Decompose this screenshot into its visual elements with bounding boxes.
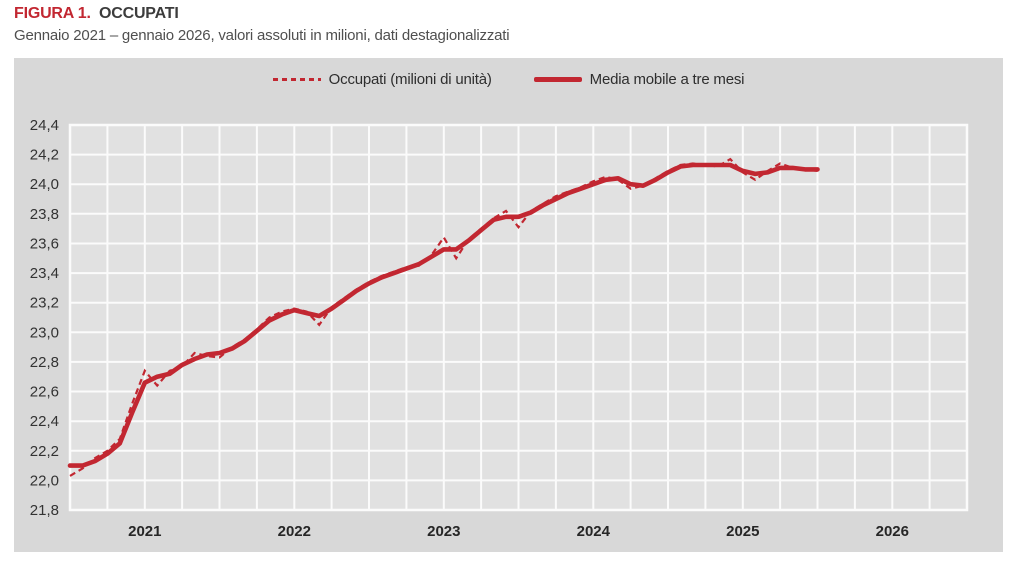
svg-text:2021: 2021 — [128, 523, 161, 540]
svg-text:24,2: 24,2 — [30, 147, 59, 164]
dashed-line-swatch-icon — [272, 78, 321, 81]
svg-text:2026: 2026 — [876, 523, 909, 540]
figure-title: OCCUPATI — [98, 5, 179, 22]
employment-line-chart: 24,4 24,2 24,0 23,8 23,6 23,4 23,2 23,0 22,8 22,6… — [14, 58, 1003, 552]
legend-label-occupati: Occupati (milioni di unità) — [328, 71, 492, 88]
solid-line-swatch-icon — [533, 77, 582, 82]
svg-text:23,8: 23,8 — [30, 206, 59, 223]
legend-item-media-mobile: Media mobile a tre mesi — [533, 71, 745, 88]
legend-label-media-mobile: Media mobile a tre mesi — [589, 71, 745, 88]
figure-title-line: FIGURA 1. OCCUPATI — [14, 4, 1004, 25]
svg-text:22,8: 22,8 — [30, 354, 59, 371]
svg-text:2022: 2022 — [278, 523, 311, 540]
chart-panel: 24,4 24,2 24,0 23,8 23,6 23,4 23,2 23,0 22,8 22,6… — [14, 58, 1003, 552]
svg-text:22,0: 22,0 — [30, 472, 59, 489]
svg-text:24,4: 24,4 — [30, 117, 59, 134]
figure-subtitle: Gennaio 2021 – gennaio 2026, valori asso… — [14, 26, 510, 44]
svg-text:23,2: 23,2 — [30, 295, 59, 312]
svg-text:22,4: 22,4 — [30, 413, 59, 430]
svg-text:2023: 2023 — [427, 523, 460, 540]
svg-text:22,2: 22,2 — [30, 443, 59, 460]
figure-header: FIGURA 1. OCCUPATI Gennaio 2021 – gennai… — [14, 4, 1004, 46]
figure-label: FIGURA 1. — [14, 5, 91, 22]
svg-text:23,6: 23,6 — [30, 236, 59, 253]
svg-text:22,6: 22,6 — [30, 384, 59, 401]
chart-svg: 24,4 24,2 24,0 23,8 23,6 23,4 23,2 23,0 22,8 22,6… — [30, 117, 969, 540]
legend-item-occupati: Occupati (milioni di unità) — [272, 71, 492, 88]
svg-text:23,0: 23,0 — [30, 324, 59, 341]
svg-text:2024: 2024 — [577, 523, 611, 540]
series-media-mobile-solid — [67, 162, 820, 468]
chart-legend: Occupati (milioni di unità) Media mobile… — [14, 71, 1003, 88]
svg-text:2025: 2025 — [726, 523, 759, 540]
svg-text:24,0: 24,0 — [30, 176, 59, 193]
svg-text:21,8: 21,8 — [30, 502, 59, 519]
svg-text:23,4: 23,4 — [30, 265, 59, 282]
